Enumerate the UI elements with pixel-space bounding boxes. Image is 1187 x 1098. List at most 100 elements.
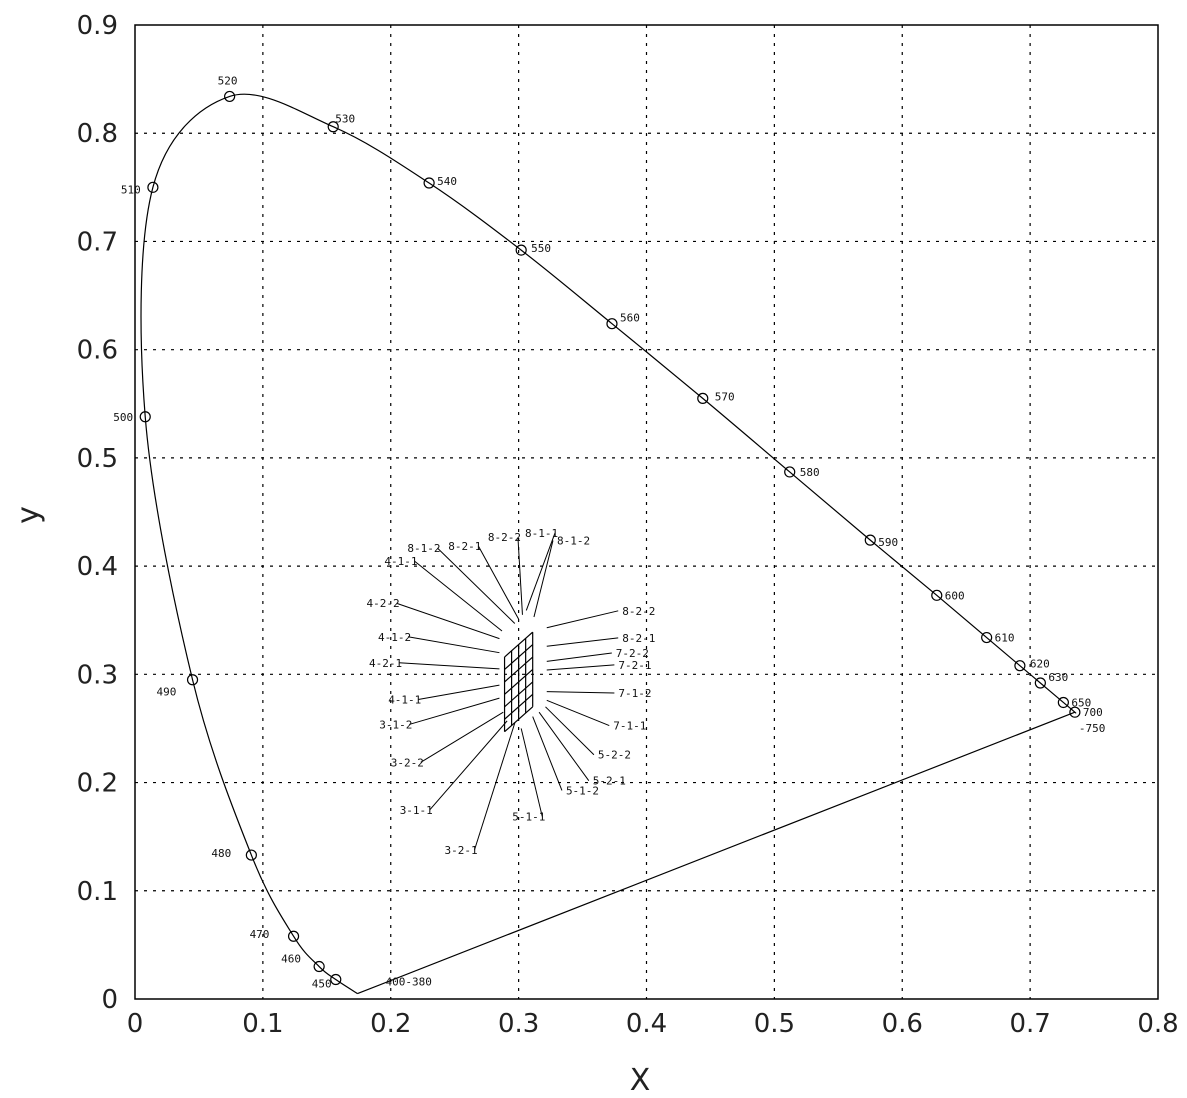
- patch-label: 8-1-2: [407, 542, 440, 555]
- patch-label: 3-1-1: [400, 804, 433, 817]
- patch-label: 3-2-2: [391, 756, 424, 769]
- patch-label: 7-2-2: [616, 647, 649, 660]
- leader-line: [532, 716, 563, 791]
- leader-line: [418, 684, 500, 701]
- patch-label: 7-1-2: [618, 687, 651, 700]
- wavelength-label: 530: [335, 113, 355, 126]
- leader-line: [545, 706, 595, 756]
- patch-grid-line: [504, 669, 534, 695]
- wavelength-marker: [313, 960, 325, 973]
- wavelength-marker: [224, 90, 236, 103]
- leader-line: [409, 697, 500, 725]
- patch-label: 8-2-1: [622, 632, 655, 645]
- leader-line: [520, 728, 543, 817]
- patch-label: 4-2-2: [366, 597, 399, 610]
- purple-line: [357, 711, 1076, 995]
- y-tick-labels: 0 0.1 0.2 0.3 0.4 0.5 0.6 0.7 0.8 0.9: [77, 11, 118, 1015]
- wavelength-label: 520: [218, 74, 238, 87]
- wavelength-marker: [1057, 696, 1069, 709]
- x-tick-labels: 0 0.1 0.2 0.3 0.4 0.5 0.6 0.7 0.8: [127, 1009, 1179, 1039]
- wavelength-marker: [515, 244, 527, 256]
- x-tick-label: 0.1: [242, 1009, 283, 1039]
- wavelength-label: 570: [715, 390, 735, 403]
- y-tick-label: 0.9: [77, 11, 118, 41]
- patch-label: 5-1-2: [566, 784, 599, 797]
- leader-line: [407, 636, 500, 654]
- leader-line: [546, 637, 619, 647]
- leader-line: [396, 602, 500, 640]
- patch-label: 8-1-1: [525, 527, 558, 540]
- y-tick-label: 0.5: [77, 444, 118, 474]
- wavelength-marker: [327, 121, 339, 133]
- patch-label: 5-2-1: [593, 775, 626, 788]
- wavelength-marker: [186, 674, 199, 686]
- wavelength-marker: [931, 589, 943, 601]
- x-tick-label: 0.7: [1009, 1009, 1050, 1039]
- leader-line: [533, 540, 554, 618]
- wavelength-marker: [287, 930, 300, 942]
- patch-grid-line: [504, 631, 534, 658]
- grid-lines: [135, 25, 1158, 999]
- y-tick-label: 0.7: [77, 227, 118, 257]
- leader-line: [546, 652, 612, 662]
- wavelength-label: 510: [121, 183, 141, 196]
- wavelength-marker: [864, 534, 876, 546]
- leader-line: [437, 547, 516, 624]
- wavelength-label: 480: [211, 847, 231, 860]
- x-tick-label: 0: [127, 1009, 144, 1039]
- x-tick-label: 0.2: [370, 1009, 411, 1039]
- patch-label: 7-1-1: [613, 720, 646, 733]
- patch-grid-line: [504, 693, 534, 720]
- patch-label: 8-2-2: [488, 531, 521, 544]
- wavelength-label: 700: [1083, 706, 1103, 719]
- wavelength-label: 610: [995, 632, 1015, 645]
- patch-label: 4-1-1: [384, 555, 417, 568]
- wavelength-label: 560: [620, 312, 640, 325]
- wavelength-label: 460: [281, 953, 301, 966]
- leader-line: [546, 699, 610, 726]
- leader-line: [546, 610, 619, 629]
- y-axis-label: y: [11, 506, 46, 524]
- x-axis-label: X: [630, 1063, 651, 1098]
- patch-label: 3-1-2: [379, 718, 412, 731]
- wavelength-label: 490: [157, 686, 177, 699]
- wavelength-marker: [423, 177, 435, 189]
- wavelength-label: 550: [531, 242, 551, 255]
- patch-label: 4-2-1: [369, 657, 402, 670]
- x-tick-label: 0.6: [882, 1009, 923, 1039]
- leader-line: [525, 532, 556, 611]
- leader-line: [538, 711, 590, 782]
- x-tick-label: 0.4: [626, 1009, 667, 1039]
- y-tick-label: 0.4: [77, 552, 118, 582]
- wavelength-marker: [697, 392, 709, 404]
- leader-line: [420, 711, 504, 763]
- color-patch-grid: [503, 631, 534, 733]
- patch-grid-line: [504, 644, 534, 670]
- patch-label: 4-1-2: [378, 631, 411, 644]
- y-tick-label: 0.3: [77, 660, 118, 690]
- y-tick-label: 0.2: [77, 769, 118, 799]
- wavelength-marker: [1014, 660, 1026, 672]
- patch-label-leaders: 4-1-18-1-2 8-2-18-2-2 8-1-18-1-24-2-24-1-2…: [366, 527, 655, 857]
- y-tick-label: 0.6: [77, 336, 118, 366]
- wavelength-label: 600: [945, 589, 965, 602]
- leader-line: [398, 662, 500, 670]
- leader-line: [546, 691, 615, 694]
- patch-label: 8-1-2: [557, 534, 590, 547]
- wavelength-marker: [245, 849, 257, 861]
- wavelength-label: 590: [878, 536, 898, 549]
- x-tick-label: 0.5: [754, 1009, 795, 1039]
- wavelength-marker: [330, 973, 342, 986]
- leader-line: [546, 664, 615, 671]
- patch-grid-line: [504, 681, 534, 708]
- patch-label: 5-2-2: [598, 749, 631, 762]
- y-tick-label: 0: [101, 985, 118, 1015]
- wavelength-label: 500: [113, 411, 133, 424]
- wavelength-marker: [784, 466, 796, 478]
- wavelength-marker: [981, 631, 993, 644]
- wavelength-label: -750: [1079, 722, 1106, 735]
- leader-line: [473, 722, 516, 851]
- y-tick-label: 0.1: [77, 877, 118, 907]
- wavelength-marker: [606, 318, 618, 330]
